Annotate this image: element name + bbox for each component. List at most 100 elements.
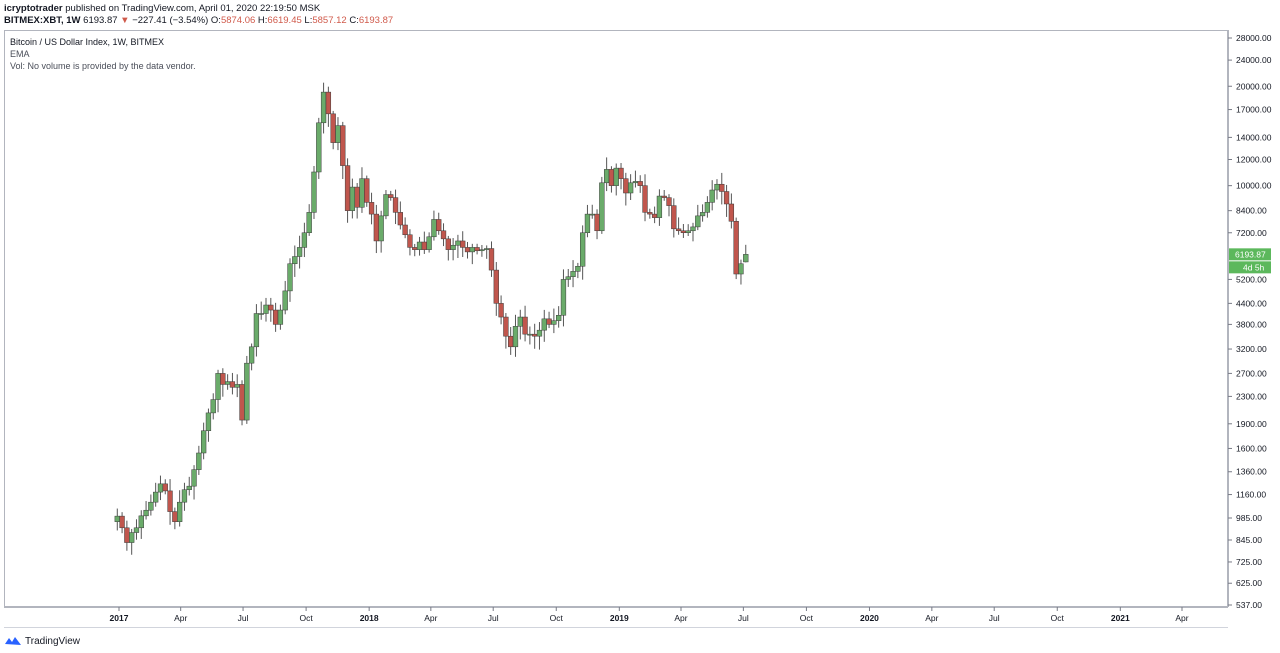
candle <box>186 485 192 490</box>
y-tick-label: 20000.00 <box>1236 81 1272 91</box>
candle <box>546 318 552 325</box>
candle <box>148 501 154 511</box>
candle <box>556 315 562 321</box>
candle <box>258 313 264 315</box>
candle <box>445 238 451 250</box>
candle <box>364 178 370 203</box>
candle <box>210 399 216 414</box>
candle <box>354 186 360 208</box>
candle <box>224 381 231 385</box>
candle <box>517 316 523 327</box>
candle <box>426 236 432 250</box>
y-tick-label: 2700.00 <box>1236 368 1267 378</box>
candle <box>460 240 466 248</box>
candle <box>695 215 701 228</box>
candle <box>723 191 730 205</box>
x-tick-label: Jul <box>238 613 249 623</box>
candle <box>311 171 317 213</box>
candle <box>661 195 667 198</box>
candle <box>340 125 346 166</box>
y-tick-label: 14000.00 <box>1236 132 1272 142</box>
candle <box>177 501 183 522</box>
candle <box>301 232 308 248</box>
candle <box>200 430 207 454</box>
candle <box>474 247 480 252</box>
candle <box>421 241 427 250</box>
high-value: 6619.45 <box>267 15 302 26</box>
candle <box>272 309 279 325</box>
x-tick-label: 2018 <box>360 613 379 623</box>
candle <box>498 303 504 318</box>
candle <box>714 183 720 191</box>
candle <box>229 381 236 388</box>
candle <box>503 316 509 337</box>
last-price-tag <box>1229 248 1271 261</box>
candle <box>368 202 375 215</box>
candle <box>599 182 605 232</box>
candle <box>733 221 739 275</box>
candle <box>704 202 711 213</box>
candle <box>397 212 403 226</box>
publish-info: icryptotrader published on TradingView.c… <box>4 3 320 14</box>
candle <box>392 197 399 213</box>
candle <box>488 248 495 271</box>
candle <box>239 384 245 421</box>
chart-frame[interactable] <box>4 30 1228 607</box>
candle <box>618 167 624 179</box>
y-tick-label: 3200.00 <box>1236 344 1267 354</box>
candle <box>220 373 226 385</box>
candle <box>656 195 663 218</box>
candle <box>431 219 437 238</box>
candle <box>560 279 567 316</box>
tradingview-logo-icon[interactable] <box>4 635 22 647</box>
candle <box>551 320 557 325</box>
last-price: 6193.87 <box>83 15 118 26</box>
candle <box>436 219 442 232</box>
candle <box>651 213 658 218</box>
candle <box>282 290 288 311</box>
candle <box>253 313 260 348</box>
x-tick-label: Jul <box>488 613 499 623</box>
candle <box>666 197 672 206</box>
candle <box>579 232 586 267</box>
legend-ema[interactable]: EMA <box>10 49 30 59</box>
candle <box>181 489 188 503</box>
x-tick-label: 2020 <box>860 613 879 623</box>
candle <box>522 316 528 335</box>
x-tick-label: Jul <box>738 613 749 623</box>
y-tick-label: 1360.00 <box>1236 467 1267 477</box>
candle <box>359 178 365 208</box>
candle <box>508 335 514 348</box>
candle <box>335 125 341 143</box>
candle <box>325 91 332 115</box>
candle <box>493 269 499 304</box>
candle <box>469 247 475 253</box>
y-tick-label: 725.00 <box>1236 557 1262 567</box>
candle <box>119 515 125 529</box>
candle <box>536 329 543 337</box>
y-tick-label: 24000.00 <box>1236 55 1272 65</box>
y-tick-label: 845.00 <box>1236 535 1262 545</box>
open-value: 5874.06 <box>220 15 256 26</box>
candle <box>479 249 485 252</box>
countdown-tag-label: 4d 5h <box>1243 262 1265 272</box>
footer-brand[interactable]: TradingView <box>25 635 81 647</box>
candle <box>464 247 471 253</box>
candle <box>138 515 144 529</box>
candle <box>292 256 298 265</box>
x-tick-label: 2017 <box>110 613 129 623</box>
y-tick-label: 985.00 <box>1236 513 1262 523</box>
footer: TradingView <box>4 633 80 649</box>
y-tick-label: 7200.00 <box>1236 228 1267 238</box>
candle <box>277 309 284 325</box>
candle <box>565 276 571 280</box>
candle <box>450 244 456 250</box>
candle <box>373 213 380 242</box>
author-name[interactable]: icryptotrader <box>4 3 63 14</box>
candle <box>680 230 687 234</box>
low-label: L: <box>304 15 313 26</box>
legend-volume: Vol: No volume is provided by the data v… <box>10 61 196 71</box>
candle <box>690 226 696 232</box>
candle <box>153 491 159 503</box>
